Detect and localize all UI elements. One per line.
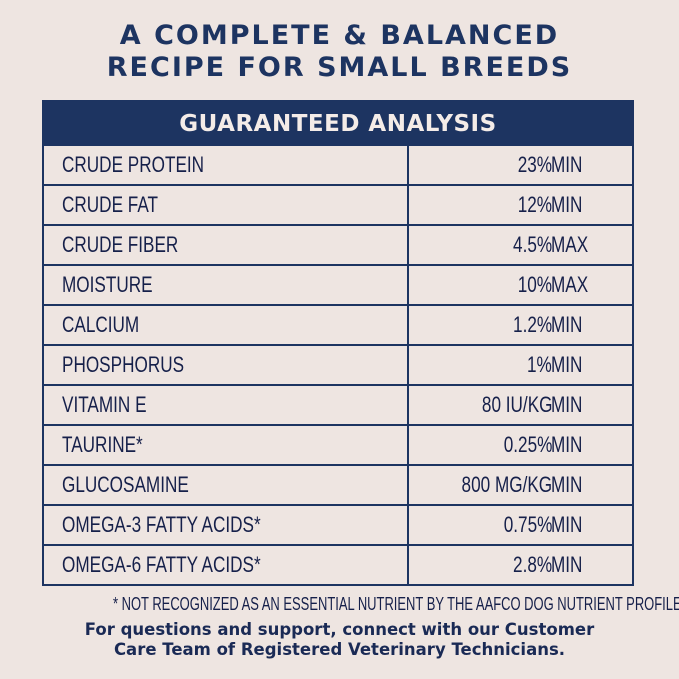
- table-body: CRUDE PROTEIN 23% MIN CRUDE FAT 12% MIN CRUDE …: [44, 146, 632, 584]
- table-row: OMEGA-3 FATTY ACIDS* 0.75% MIN: [44, 504, 632, 544]
- headline-line-1: A COMPLETE & BALANCED: [119, 20, 560, 51]
- table-row: CRUDE FAT 12% MIN: [44, 184, 632, 224]
- nutrient-cell: OMEGA-6 FATTY ACIDS*: [44, 546, 409, 584]
- headline: A COMPLETE & BALANCED RECIPE FOR SMALL B…: [0, 20, 679, 84]
- nutrient-amount: 10%: [517, 272, 552, 297]
- table-row: PHOSPHORUS 1% MIN: [44, 344, 632, 384]
- nutrient-limit: MIN: [551, 472, 583, 497]
- nutrient-name: CALCIUM: [62, 312, 140, 337]
- nutrient-limit: MIN: [551, 352, 583, 377]
- nutrient-limit: MIN: [551, 552, 583, 577]
- nutrient-name: CRUDE PROTEIN: [62, 152, 205, 177]
- table-row: CALCIUM 1.2% MIN: [44, 304, 632, 344]
- nutrient-cell: MOISTURE: [44, 266, 409, 304]
- nutrient-limit: MIN: [551, 192, 583, 217]
- support-line-1: For questions and support, connect with …: [84, 620, 595, 639]
- nutrient-amount: 23%: [517, 152, 552, 177]
- nutrient-name: PHOSPHORUS: [62, 352, 185, 377]
- table-row: GLUCOSAMINE 800 MG/KG MIN: [44, 464, 632, 504]
- value-cell: 2.8% MIN: [409, 546, 632, 584]
- value-cell: 10% MAX: [409, 266, 632, 304]
- nutrient-name: CRUDE FAT: [62, 192, 158, 217]
- nutrient-limit: MIN: [551, 152, 583, 177]
- nutrient-cell: TAURINE*: [44, 426, 409, 464]
- value-cell: 0.25% MIN: [409, 426, 632, 464]
- table-row: CRUDE PROTEIN 23% MIN: [44, 146, 632, 184]
- headline-line-2: RECIPE FOR SMALL BREEDS: [106, 52, 573, 83]
- nutrient-limit: MAX: [551, 232, 589, 257]
- support-line-2: Care Team of Registered Veterinary Techn…: [113, 640, 566, 659]
- nutrient-name: CRUDE FIBER: [62, 232, 179, 257]
- value-cell: 80 IU/KG MIN: [409, 386, 632, 424]
- nutrient-cell: CRUDE FAT: [44, 186, 409, 224]
- nutrient-amount: 12%: [517, 192, 552, 217]
- nutrient-cell: VITAMIN E: [44, 386, 409, 424]
- nutrient-limit: MIN: [551, 392, 583, 417]
- value-cell: 0.75% MIN: [409, 506, 632, 544]
- value-cell: 4.5% MAX: [409, 226, 632, 264]
- nutrient-amount: 0.75%: [503, 512, 552, 537]
- nutrient-limit: MIN: [551, 312, 583, 337]
- table-row: CRUDE FIBER 4.5% MAX: [44, 224, 632, 264]
- value-cell: 23% MIN: [409, 146, 632, 184]
- table-header: GUARANTEED ANALYSIS: [44, 102, 632, 146]
- nutrient-amount: 800 MG/KG: [461, 472, 552, 497]
- table-row: TAURINE* 0.25% MIN: [44, 424, 632, 464]
- nutrient-amount: 0.25%: [503, 432, 552, 457]
- nutrient-cell: OMEGA-3 FATTY ACIDS*: [44, 506, 409, 544]
- nutrient-amount: 4.5%: [512, 232, 552, 257]
- footnote: * NOT RECOGNIZED AS AN ESSENTIAL NUTRIEN…: [112, 594, 679, 614]
- nutrient-cell: CRUDE PROTEIN: [44, 146, 409, 184]
- nutrient-name: MOISTURE: [62, 272, 153, 297]
- value-cell: 12% MIN: [409, 186, 632, 224]
- nutrient-limit: MIN: [551, 512, 583, 537]
- nutrient-name: OMEGA-3 FATTY ACIDS*: [62, 512, 261, 537]
- table-row: MOISTURE 10% MAX: [44, 264, 632, 304]
- nutrient-cell: PHOSPHORUS: [44, 346, 409, 384]
- nutrient-name: GLUCOSAMINE: [62, 472, 189, 497]
- nutrient-amount: 1%: [527, 352, 552, 377]
- nutrient-amount: 1.2%: [512, 312, 552, 337]
- value-cell: 800 MG/KG MIN: [409, 466, 632, 504]
- table-row: OMEGA-6 FATTY ACIDS* 2.8% MIN: [44, 544, 632, 584]
- nutrient-cell: CALCIUM: [44, 306, 409, 344]
- nutrient-cell: GLUCOSAMINE: [44, 466, 409, 504]
- nutrient-name: OMEGA-6 FATTY ACIDS*: [62, 552, 261, 577]
- nutrient-limit: MIN: [551, 432, 583, 457]
- nutrient-amount: 80 IU/KG: [481, 392, 552, 417]
- value-cell: 1.2% MIN: [409, 306, 632, 344]
- guaranteed-analysis-table: GUARANTEED ANALYSIS CRUDE PROTEIN 23% MIN C…: [42, 100, 634, 586]
- table-row: VITAMIN E 80 IU/KG MIN: [44, 384, 632, 424]
- nutrient-cell: CRUDE FIBER: [44, 226, 409, 264]
- nutrient-amount: 2.8%: [512, 552, 552, 577]
- nutrient-name: VITAMIN E: [62, 392, 147, 417]
- support-message: For questions and support, connect with …: [0, 620, 679, 660]
- nutrient-name: TAURINE*: [62, 432, 143, 457]
- value-cell: 1% MIN: [409, 346, 632, 384]
- nutrient-limit: MAX: [551, 272, 589, 297]
